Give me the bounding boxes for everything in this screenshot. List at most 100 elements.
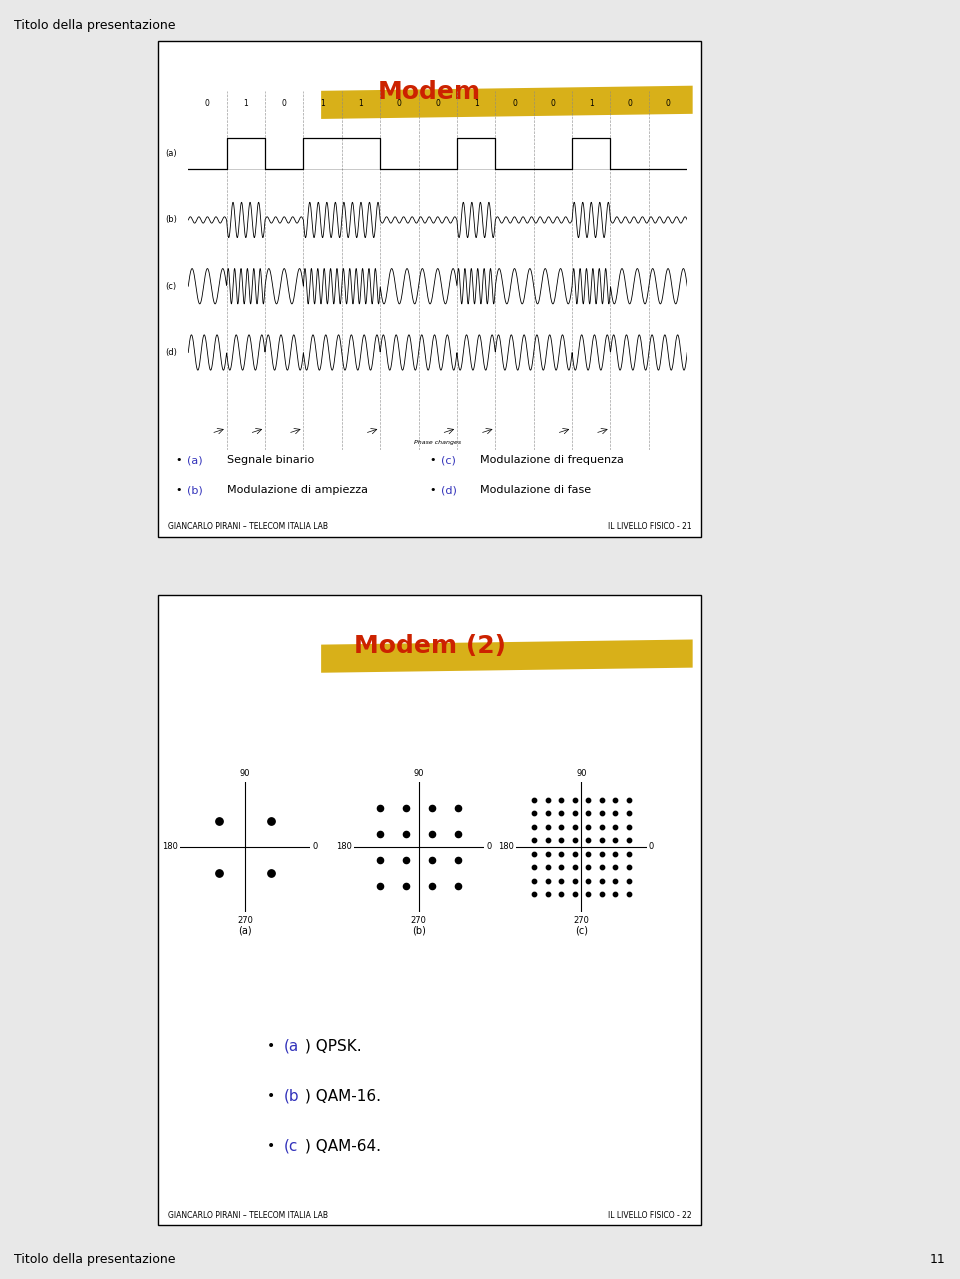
Text: 1: 1 <box>359 98 363 107</box>
Text: Modem: Modem <box>378 81 481 104</box>
Point <box>424 798 440 819</box>
Point <box>554 857 569 877</box>
Text: (c: (c <box>284 1140 299 1154</box>
Bar <box>158 41 701 537</box>
Text: GIANCARLO PIRANI – TELECOM ITALIA LAB: GIANCARLO PIRANI – TELECOM ITALIA LAB <box>168 1210 328 1220</box>
Point <box>372 798 388 819</box>
Point <box>581 870 596 890</box>
Point <box>527 803 542 824</box>
Point <box>621 789 636 810</box>
Text: 1: 1 <box>473 98 478 107</box>
Point <box>211 863 227 884</box>
Point <box>450 798 466 819</box>
Text: •: • <box>430 485 436 495</box>
Text: (b): (b) <box>412 925 425 935</box>
Text: 180: 180 <box>498 843 515 852</box>
Point <box>567 843 583 863</box>
Text: Modulazione di frequenza: Modulazione di frequenza <box>481 455 624 466</box>
Point <box>554 789 569 810</box>
Point <box>581 816 596 836</box>
Point <box>540 830 556 851</box>
Point <box>608 870 623 890</box>
Point <box>608 816 623 836</box>
Point <box>581 803 596 824</box>
Point <box>527 857 542 877</box>
Point <box>581 789 596 810</box>
Point <box>540 843 556 863</box>
Text: (b): (b) <box>187 485 203 495</box>
Text: •: • <box>267 1140 276 1154</box>
Point <box>527 789 542 810</box>
Text: 0: 0 <box>281 98 287 107</box>
Text: (b): (b) <box>165 215 177 224</box>
Text: 1: 1 <box>244 98 249 107</box>
Point <box>581 843 596 863</box>
Point <box>608 803 623 824</box>
Point <box>372 824 388 844</box>
Point <box>621 816 636 836</box>
Point <box>540 803 556 824</box>
Text: ) QPSK.: ) QPSK. <box>305 1039 362 1053</box>
Text: IL LIVELLO FISICO - 22: IL LIVELLO FISICO - 22 <box>608 1210 691 1220</box>
Text: 0: 0 <box>312 843 318 852</box>
Text: 90: 90 <box>240 770 251 779</box>
Text: Titolo della presentazione: Titolo della presentazione <box>14 1253 176 1266</box>
Text: 270: 270 <box>237 916 253 925</box>
Text: 0: 0 <box>627 98 632 107</box>
Text: 0: 0 <box>486 843 492 852</box>
Point <box>567 803 583 824</box>
Point <box>621 884 636 904</box>
Point <box>594 884 610 904</box>
Point <box>527 830 542 851</box>
Text: (d): (d) <box>165 348 177 357</box>
Text: (a): (a) <box>238 925 252 935</box>
Text: Modem (2): Modem (2) <box>353 634 506 657</box>
Point <box>398 876 414 897</box>
Point <box>608 857 623 877</box>
Point <box>450 824 466 844</box>
Point <box>424 876 440 897</box>
Text: Titolo della presentazione: Titolo della presentazione <box>14 19 176 32</box>
Text: ) QAM-64.: ) QAM-64. <box>305 1140 381 1154</box>
Point <box>527 884 542 904</box>
Point <box>264 863 279 884</box>
Point <box>608 884 623 904</box>
Point <box>567 857 583 877</box>
Point <box>581 830 596 851</box>
Point <box>621 870 636 890</box>
Text: IL LIVELLO FISICO - 21: IL LIVELLO FISICO - 21 <box>608 522 691 532</box>
Point <box>554 870 569 890</box>
Point <box>621 843 636 863</box>
Text: •: • <box>430 455 436 466</box>
Point <box>540 789 556 810</box>
Text: •: • <box>176 455 182 466</box>
Point <box>527 870 542 890</box>
Text: 1: 1 <box>321 98 324 107</box>
Text: •: • <box>267 1088 276 1102</box>
Point <box>594 843 610 863</box>
Text: 0: 0 <box>396 98 402 107</box>
Point <box>554 803 569 824</box>
Point <box>567 870 583 890</box>
Point <box>594 816 610 836</box>
Point <box>567 830 583 851</box>
Text: 0: 0 <box>550 98 555 107</box>
Text: •: • <box>267 1039 276 1053</box>
Text: 0: 0 <box>665 98 670 107</box>
Text: 90: 90 <box>576 770 587 779</box>
Text: Modulazione di ampiezza: Modulazione di ampiezza <box>227 485 368 495</box>
Polygon shape <box>321 640 693 673</box>
Text: 180: 180 <box>162 843 178 852</box>
Point <box>398 849 414 870</box>
Point <box>211 811 227 831</box>
Bar <box>158 595 701 1225</box>
Point <box>540 816 556 836</box>
Point <box>450 876 466 897</box>
Point <box>540 857 556 877</box>
Polygon shape <box>321 86 693 119</box>
Point <box>264 811 279 831</box>
Point <box>594 803 610 824</box>
Text: (d): (d) <box>442 485 457 495</box>
Point <box>540 870 556 890</box>
Point <box>608 843 623 863</box>
